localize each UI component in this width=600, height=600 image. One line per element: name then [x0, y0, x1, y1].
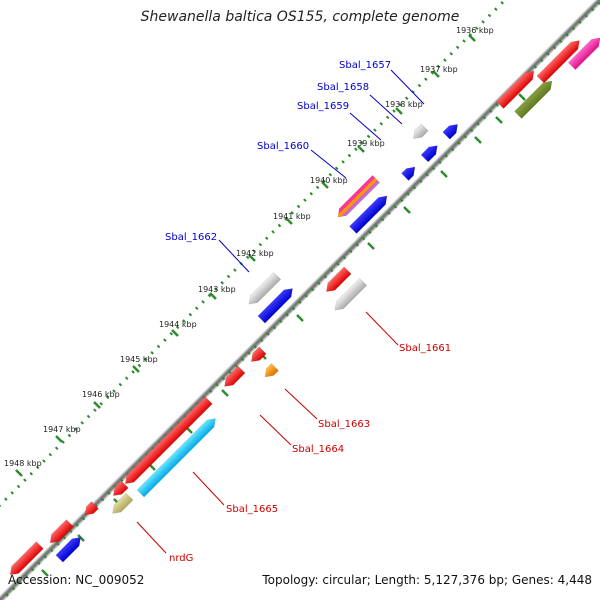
gene-feature[interactable]	[110, 480, 129, 499]
gene-label-sbal-1662[interactable]: Sbal_1662	[165, 232, 217, 243]
tick-labels: 1936 kbp 1937 kbp 1938 kbp 1939 kbp 1940…	[4, 26, 494, 468]
gene-feature[interactable]	[334, 175, 380, 220]
tick-label: 1947 kbp	[43, 425, 81, 434]
tick-label: 1936 kbp	[456, 26, 494, 35]
gene-feature[interactable]	[248, 346, 267, 365]
gene-feature[interactable]	[245, 271, 282, 307]
tick-label: 1948 kbp	[4, 459, 42, 468]
page-title: Shewanella baltica OS155, complete genom…	[140, 9, 460, 25]
tick-mark	[285, 217, 293, 225]
tick-label: 1942 kbp	[236, 249, 274, 258]
gene-feature[interactable]	[55, 534, 84, 563]
tick-mark	[171, 329, 179, 337]
tick-mark	[357, 145, 365, 153]
gene-label-sbal-1665[interactable]: Sbal_1665	[226, 504, 278, 515]
tick-mark	[15, 469, 23, 477]
tick-label: 1944 kbp	[159, 320, 197, 329]
gene-feature[interactable]	[82, 501, 99, 519]
gene-labels: Sbal_1657 Sbal_1658 Sbal_1659 Sbal_1660 …	[165, 60, 451, 564]
tick-label: 1941 kbp	[273, 212, 311, 221]
gene-feature[interactable]	[122, 396, 213, 488]
tick-mark	[432, 70, 440, 78]
gene-feature[interactable]	[420, 142, 441, 163]
tick-mark	[41, 569, 49, 577]
tick-mark	[209, 292, 217, 300]
gene-feature[interactable]	[410, 123, 429, 142]
tick-label: 1946 kbp	[82, 390, 120, 399]
gene-label-sbal-1659[interactable]: Sbal_1659	[297, 101, 349, 112]
outer-dotted-track	[0, 0, 508, 508]
gene-feature[interactable]	[514, 77, 555, 119]
tick-mark	[93, 401, 101, 409]
tick-mark	[367, 242, 375, 250]
gene-feature[interactable]	[136, 415, 219, 498]
gene-label-sbal-1658[interactable]: Sbal_1658	[317, 82, 369, 93]
tick-mark	[132, 365, 140, 373]
tick-mark	[321, 181, 329, 189]
gene-feature[interactable]	[536, 37, 583, 84]
gene-feature[interactable]	[323, 266, 352, 295]
gene-feature[interactable]	[47, 519, 74, 547]
gene-feature[interactable]	[442, 121, 461, 140]
tick-mark	[248, 254, 256, 262]
gene-feature[interactable]	[257, 285, 296, 324]
tick-mark	[518, 93, 526, 101]
gene-feature[interactable]	[109, 492, 134, 517]
gene-label-sbal-1661[interactable]: Sbal_1661	[399, 343, 451, 354]
gene-feature[interactable]	[401, 164, 419, 181]
tick-label: 1940 kbp	[310, 176, 348, 185]
tick-mark	[474, 136, 482, 144]
tick-mark	[468, 34, 476, 42]
gene-label-sbal-1663[interactable]: Sbal_1663	[318, 419, 370, 430]
tick-mark	[440, 170, 448, 178]
tick-label: 1938 kbp	[385, 100, 423, 109]
gene-feature[interactable]	[349, 192, 390, 234]
tick-mark	[495, 116, 503, 124]
gene-feature[interactable]	[496, 67, 537, 109]
tick-mark	[55, 435, 63, 443]
genome-summary-text: Topology: circular; Length: 5,127,376 bp…	[262, 573, 592, 587]
tick-mark	[221, 389, 229, 397]
tick-label: 1939 kbp	[347, 139, 385, 148]
gene-label-nrdg[interactable]: nrdG	[169, 553, 193, 564]
accession-text: Accession: NC_009052	[8, 573, 145, 587]
tick-mark	[403, 206, 411, 214]
callout-lines	[136, 69, 425, 554]
gene-feature[interactable]	[262, 363, 279, 381]
tick-label: 1943 kbp	[198, 285, 236, 294]
gene-feature[interactable]	[7, 541, 44, 579]
tick-mark	[395, 107, 403, 115]
gene-feature[interactable]	[221, 365, 246, 390]
gene-features	[7, 34, 600, 579]
gene-feature[interactable]	[331, 277, 368, 313]
tick-label: 1937 kbp	[420, 65, 458, 74]
gene-label-sbal-1664[interactable]: Sbal_1664	[292, 444, 344, 455]
tick-mark	[77, 534, 85, 542]
gene-label-sbal-1657[interactable]: Sbal_1657	[339, 60, 391, 71]
tick-label: 1945 kbp	[120, 355, 158, 364]
gene-label-sbal-1660[interactable]: Sbal_1660	[257, 141, 309, 152]
tick-mark	[296, 314, 304, 322]
gene-feature[interactable]	[567, 34, 600, 71]
